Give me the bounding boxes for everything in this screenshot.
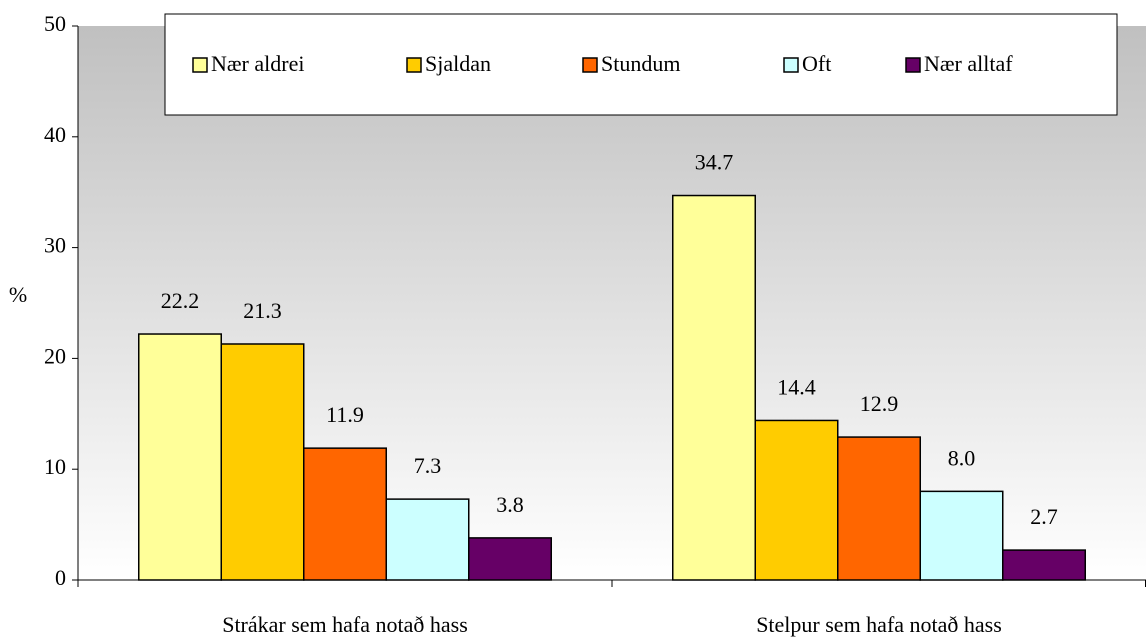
bar — [754, 419, 839, 581]
legend-swatch — [406, 57, 422, 73]
data-label: 8.0 — [948, 445, 976, 470]
data-label: 11.9 — [326, 402, 364, 427]
legend-swatch — [783, 57, 799, 73]
bar — [468, 537, 552, 581]
data-label: 34.7 — [695, 150, 734, 175]
legend-label: Oft — [802, 51, 831, 76]
legend-label: Sjaldan — [425, 51, 491, 76]
y-tick-label: 50 — [44, 11, 66, 36]
legend-swatch — [582, 57, 598, 73]
data-label: 12.9 — [860, 391, 899, 416]
data-label: 7.3 — [414, 453, 442, 478]
data-label: 22.2 — [161, 288, 200, 313]
x-tick-label: Stelpur sem hafa notað hass — [756, 612, 1002, 637]
data-label: 21.3 — [243, 298, 282, 323]
bar — [303, 447, 387, 581]
legend-box — [164, 13, 1118, 116]
y-tick-label: 10 — [44, 454, 66, 479]
bar — [672, 194, 756, 581]
bar — [385, 498, 470, 581]
y-tick-label: 30 — [44, 233, 66, 258]
x-tick-label: Strákar sem hafa notað hass — [222, 612, 468, 637]
legend-label: Nær aldrei — [211, 51, 304, 76]
bar — [1002, 549, 1086, 581]
y-tick-label: 20 — [44, 343, 66, 368]
bar — [220, 343, 305, 581]
bar — [919, 490, 1004, 581]
legend-label: Stundum — [601, 51, 680, 76]
data-label: 14.4 — [777, 374, 816, 399]
y-tick-label: 40 — [44, 122, 66, 147]
legend-swatch — [192, 57, 208, 73]
bar — [138, 333, 222, 581]
bar — [837, 436, 921, 581]
y-axis-label: % — [9, 282, 27, 307]
legend-label: Nær alltaf — [924, 51, 1013, 76]
data-label: 3.8 — [496, 492, 524, 517]
y-tick-label: 0 — [55, 565, 66, 590]
data-label: 2.7 — [1030, 504, 1058, 529]
legend-swatch — [905, 57, 921, 73]
